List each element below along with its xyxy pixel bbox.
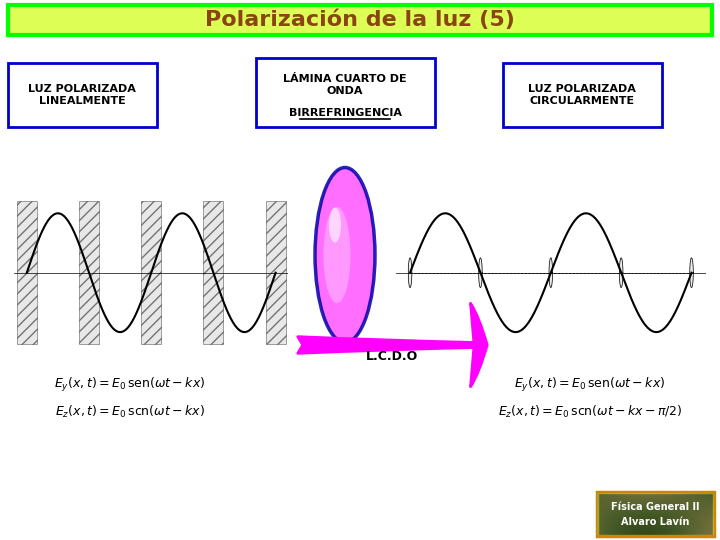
Text: LÁMINA CUARTO DE
ONDA: LÁMINA CUARTO DE ONDA: [283, 74, 407, 96]
Polygon shape: [204, 201, 223, 344]
Polygon shape: [549, 258, 552, 287]
Polygon shape: [79, 201, 99, 344]
Text: BIRREFRINGENCIA: BIRREFRINGENCIA: [289, 108, 402, 118]
Text: $E_y(x,t)= E_0\,\mathrm{sen}(\omega t - kx)$: $E_y(x,t)= E_0\,\mathrm{sen}(\omega t - …: [514, 376, 665, 394]
Text: Alvaro Lavín: Alvaro Lavín: [621, 517, 689, 527]
Text: LUZ POLARIZADA
CIRCULARMENTE: LUZ POLARIZADA CIRCULARMENTE: [528, 84, 636, 106]
Text: $E_z(x,t)= E_0\,\mathrm{scn}(\omega t - kx - \pi/2)$: $E_z(x,t)= E_0\,\mathrm{scn}(\omega t - …: [498, 404, 682, 420]
Text: L.C.D.O: L.C.D.O: [366, 350, 418, 363]
Polygon shape: [479, 258, 482, 287]
Text: LUZ POLARIZADA
LINEALMENTE: LUZ POLARIZADA LINEALMENTE: [28, 84, 136, 106]
Polygon shape: [141, 201, 161, 344]
Ellipse shape: [329, 207, 341, 242]
Text: $E_z(x,t)= E_0\,\mathrm{scn}(\omega t - kx)$: $E_z(x,t)= E_0\,\mathrm{scn}(\omega t - …: [55, 404, 205, 420]
Text: Polarización de la luz (5): Polarización de la luz (5): [205, 10, 515, 30]
Text: $E_y(x,t)= E_0\,\mathrm{sen}(\omega t - kx)$: $E_y(x,t)= E_0\,\mathrm{sen}(\omega t - …: [55, 376, 206, 394]
Text: Física General II: Física General II: [611, 502, 699, 512]
Polygon shape: [266, 201, 286, 344]
FancyBboxPatch shape: [8, 5, 712, 35]
Polygon shape: [690, 258, 693, 287]
Polygon shape: [408, 258, 412, 287]
FancyBboxPatch shape: [503, 63, 662, 127]
Ellipse shape: [323, 207, 351, 303]
FancyBboxPatch shape: [256, 58, 435, 127]
Polygon shape: [619, 258, 623, 287]
Polygon shape: [17, 201, 37, 344]
FancyBboxPatch shape: [597, 492, 714, 536]
Ellipse shape: [315, 167, 375, 342]
FancyBboxPatch shape: [8, 63, 157, 127]
